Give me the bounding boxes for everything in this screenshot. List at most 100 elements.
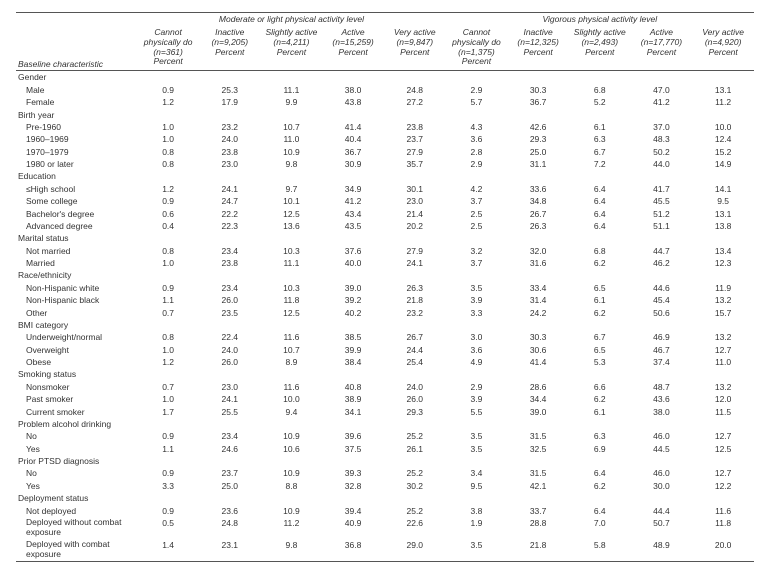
cell: [507, 108, 569, 120]
cell: 2.5: [446, 220, 508, 232]
cell: [384, 71, 446, 84]
cell: 39.9: [322, 344, 384, 356]
cell: 0.8: [137, 331, 199, 343]
cell: [261, 269, 323, 281]
cell: 39.0: [322, 282, 384, 294]
cell: 32.8: [322, 480, 384, 492]
table-row: 1970–19790.823.810.936.727.92.825.06.750…: [16, 146, 754, 158]
section-row: Gender: [16, 71, 754, 84]
cell: 41.7: [631, 183, 693, 195]
row-label: Birth year: [16, 108, 137, 120]
cell: [199, 269, 261, 281]
table-row: Non-Hispanic white0.923.410.339.026.33.5…: [16, 282, 754, 294]
cell: 6.7: [569, 146, 631, 158]
table-row: No0.923.710.939.325.23.431.56.446.012.7: [16, 467, 754, 479]
cell: 13.8: [692, 220, 754, 232]
cell: 10.0: [692, 121, 754, 133]
cell: 39.0: [507, 405, 569, 417]
cell: 2.9: [446, 381, 508, 393]
cell: [199, 71, 261, 84]
row-label: Underweight/normal: [16, 331, 137, 343]
cell: 20.0: [692, 539, 754, 561]
cell: 21.4: [384, 207, 446, 219]
cell: 10.7: [261, 344, 323, 356]
cell: [631, 108, 693, 120]
table-row: Not married0.823.410.337.627.93.232.06.8…: [16, 245, 754, 257]
cell: 23.4: [199, 245, 261, 257]
cell: [322, 368, 384, 380]
cell: [261, 368, 323, 380]
cell: 44.4: [631, 504, 693, 516]
col-header: Active(n=17,770)Percent: [631, 26, 693, 71]
col-p: Percent: [632, 48, 692, 58]
cell: [692, 269, 754, 281]
cell: [631, 368, 693, 380]
cell: [261, 71, 323, 84]
cell: 10.9: [261, 146, 323, 158]
group-header-left: Moderate or light physical activity leve…: [137, 13, 445, 27]
cell: [631, 418, 693, 430]
cell: [384, 492, 446, 504]
cell: 25.2: [384, 430, 446, 442]
cell: 40.9: [322, 517, 384, 539]
cell: 12.7: [692, 344, 754, 356]
cell: 1.4: [137, 539, 199, 561]
cell: 0.8: [137, 245, 199, 257]
section-row: Problem alcohol drinking: [16, 418, 754, 430]
cell: 25.0: [507, 146, 569, 158]
row-label: Education: [16, 170, 137, 182]
cell: 48.3: [631, 133, 693, 145]
cell: 27.9: [384, 146, 446, 158]
cell: [199, 108, 261, 120]
table-body: GenderMale0.925.311.138.024.82.930.36.84…: [16, 71, 754, 561]
cell: [199, 232, 261, 244]
cell: 24.1: [199, 183, 261, 195]
cell: 23.2: [199, 121, 261, 133]
cell: 0.4: [137, 220, 199, 232]
col-title: Cannot physically do: [452, 27, 501, 47]
cell: [137, 71, 199, 84]
cell: 25.2: [384, 467, 446, 479]
cell: 0.7: [137, 381, 199, 393]
cell: [507, 368, 569, 380]
cell: 3.2: [446, 245, 508, 257]
cell: 27.2: [384, 96, 446, 108]
cell: 3.8: [446, 504, 508, 516]
cell: [261, 232, 323, 244]
cell: 22.4: [199, 331, 261, 343]
cell: 36.7: [322, 146, 384, 158]
cell: [692, 170, 754, 182]
cell: 10.6: [261, 443, 323, 455]
cell: 14.1: [692, 183, 754, 195]
cell: [569, 71, 631, 84]
cell: 23.0: [199, 158, 261, 170]
cell: 6.8: [569, 245, 631, 257]
col-header: Very active(n=9,847)Percent: [384, 26, 446, 71]
cell: 40.0: [322, 257, 384, 269]
cell: 38.9: [322, 393, 384, 405]
cell: 3.6: [446, 344, 508, 356]
cell: 40.4: [322, 133, 384, 145]
cell: 0.8: [137, 146, 199, 158]
row-label: Not married: [16, 245, 137, 257]
cell: 14.9: [692, 158, 754, 170]
cell: 26.0: [384, 393, 446, 405]
cell: 30.1: [384, 183, 446, 195]
row-label: Smoking status: [16, 368, 137, 380]
col-p: Percent: [447, 57, 507, 67]
cell: 10.3: [261, 245, 323, 257]
cell: 0.9: [137, 282, 199, 294]
cell: 3.5: [446, 282, 508, 294]
section-row: Smoking status: [16, 368, 754, 380]
cell: 3.0: [446, 331, 508, 343]
cell: [322, 108, 384, 120]
cell: 12.4: [692, 133, 754, 145]
cell: [446, 368, 508, 380]
table-row: Advanced degree0.422.313.643.520.22.526.…: [16, 220, 754, 232]
cell: 10.0: [261, 393, 323, 405]
cell: [322, 492, 384, 504]
cell: [507, 170, 569, 182]
cell: 24.2: [507, 306, 569, 318]
cell: [137, 319, 199, 331]
cell: 12.7: [692, 430, 754, 442]
